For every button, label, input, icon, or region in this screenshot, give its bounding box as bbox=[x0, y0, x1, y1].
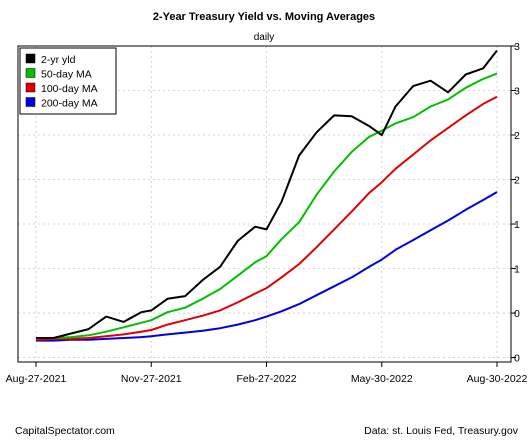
chart-title: 2-Year Treasury Yield vs. Moving Average… bbox=[153, 11, 375, 23]
x-tick-label: Nov-27-2021 bbox=[121, 373, 182, 385]
y-tick-label: 3 bbox=[514, 86, 520, 98]
x-tick-label: May-30-2022 bbox=[351, 373, 413, 385]
plot-frame bbox=[17, 45, 512, 363]
y-tick-label: 0 bbox=[514, 353, 520, 365]
legend-swatch bbox=[25, 53, 36, 64]
y-tick-label: 1 bbox=[514, 264, 520, 276]
x-axis: Aug-27-2021 Nov-27-2021 Feb-27-2022 May-30-… bbox=[6, 362, 528, 385]
legend-label: 50-day MA bbox=[41, 69, 92, 81]
y-tick-label: 2 bbox=[514, 130, 520, 142]
legend-box bbox=[19, 47, 117, 115]
chart-subtitle: daily bbox=[254, 32, 275, 43]
legend-swatch bbox=[25, 82, 36, 93]
x-tick-label: Aug-27-2021 bbox=[6, 373, 67, 385]
legend: 2-yr yld 50-day MA 100-day MA 200-day MA bbox=[19, 47, 117, 115]
legend-label: 2-yr yld bbox=[41, 54, 76, 66]
footer-source-left: CapitalSpectator.com bbox=[15, 425, 115, 437]
footer-source-right: Data: st. Louis Fed, Treasury.gov bbox=[364, 425, 519, 437]
y-tick-label: 2 bbox=[514, 175, 520, 187]
legend-swatch bbox=[25, 97, 36, 107]
y-axis: 0 0 1 1 2 2 3 3 bbox=[511, 41, 520, 365]
legend-label: 100-day MA bbox=[41, 83, 98, 95]
series-line-2-yr-yld bbox=[36, 49, 498, 339]
x-tick-label: Feb-27-2022 bbox=[236, 373, 296, 385]
y-tick-label: 1 bbox=[514, 219, 520, 231]
series-line-200-day-ma bbox=[36, 191, 498, 342]
legend-label: 200-day MA bbox=[41, 98, 98, 110]
y-tick-label: 0 bbox=[514, 308, 520, 320]
legend-swatch bbox=[25, 68, 36, 78]
series-line-50-day-ma bbox=[36, 72, 498, 339]
x-tick-label: Aug-30-2022 bbox=[467, 373, 528, 385]
series-lines bbox=[35, 49, 498, 342]
series-line-100-day-ma bbox=[35, 95, 498, 341]
y-tick-label: 3 bbox=[514, 41, 520, 53]
